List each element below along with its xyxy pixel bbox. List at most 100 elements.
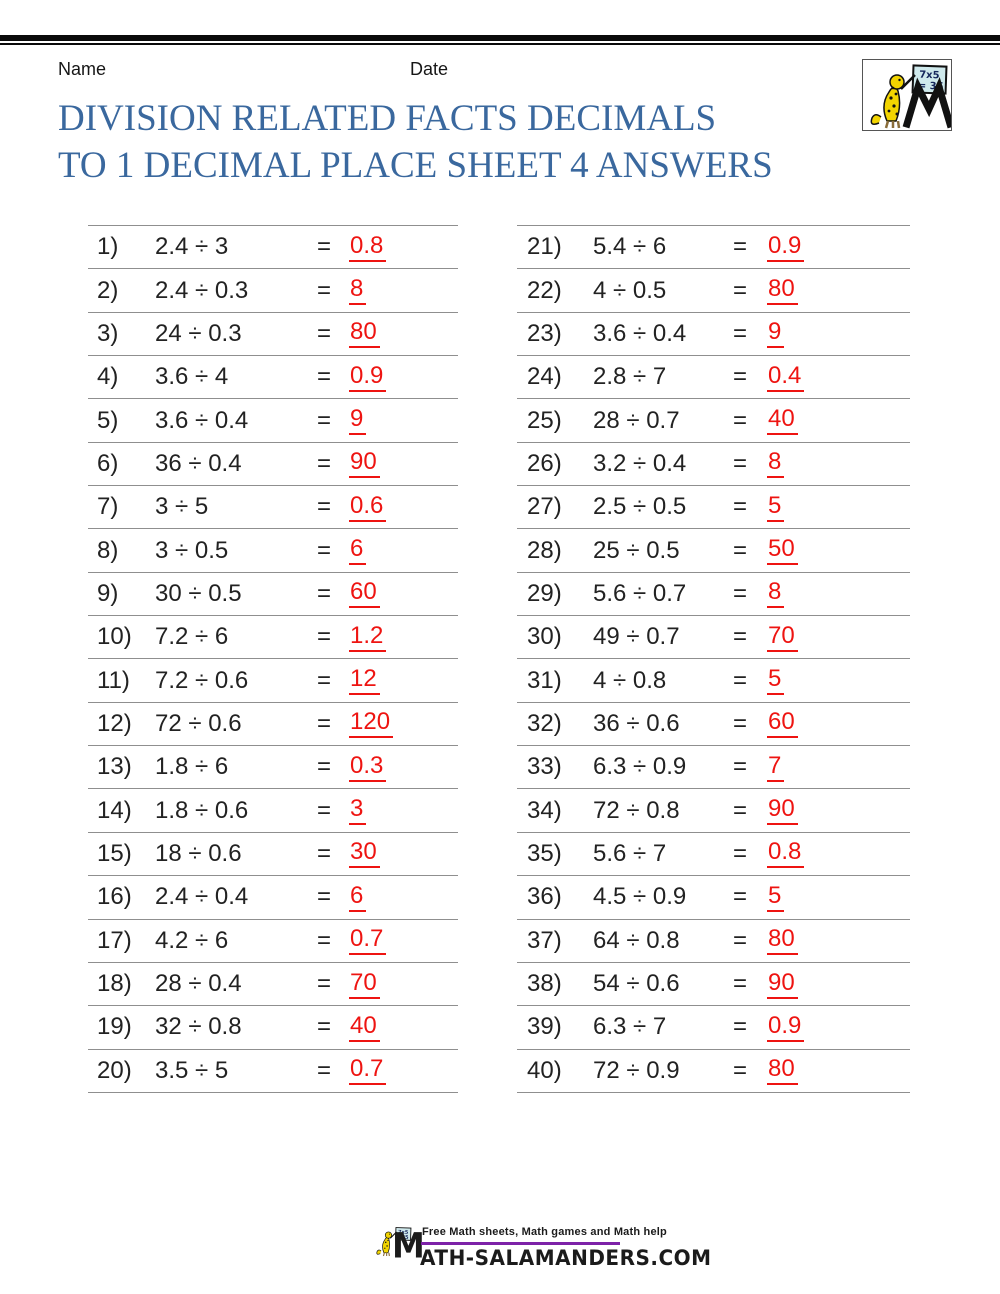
problem-expression: 5.4 ÷ 6 [593, 233, 667, 261]
problem-expression: 72 ÷ 0.8 [593, 796, 680, 824]
problem-number: 14) [97, 796, 132, 824]
problem-row: 1) 2.4 ÷ 3 = 0.8 [88, 225, 458, 268]
problem-expression: 1.8 ÷ 6 [155, 753, 229, 781]
problem-answer: 120 [349, 709, 394, 739]
equals-sign: = [317, 970, 332, 998]
page-title-line2: TO 1 DECIMAL PLACE SHEET 4 ANSWERS [58, 145, 773, 186]
problem-answer: 1.2 [349, 622, 387, 652]
svg-text:7x5: 7x5 [398, 1230, 409, 1236]
problem-number: 39) [527, 1013, 562, 1041]
problem-number: 1) [97, 233, 119, 261]
problem-expression: 3.2 ÷ 0.4 [593, 449, 687, 477]
equals-sign: = [317, 666, 332, 694]
problem-expression: 2.4 ÷ 0.3 [155, 276, 249, 304]
problem-answer: 0.9 [767, 1012, 805, 1042]
problem-row: 17) 4.2 ÷ 6 = 0.7 [88, 918, 458, 962]
problem-expression: 30 ÷ 0.5 [155, 579, 242, 607]
problem-row: 6) 36 ÷ 0.4 = 90 [88, 441, 458, 485]
equals-sign: = [733, 406, 748, 434]
problem-answer: 12 [349, 666, 380, 696]
problem-answer: 90 [767, 969, 798, 999]
problem-answer: 70 [767, 622, 798, 652]
problem-row: 31) 4 ÷ 0.8 = 5 [517, 658, 910, 701]
problem-answer: 5 [767, 492, 785, 522]
equals-sign: = [317, 276, 332, 304]
equals-sign: = [733, 276, 748, 304]
footer-salamander-icon: 7x5 =35 [373, 1218, 413, 1269]
problem-number: 19) [97, 1013, 132, 1041]
problem-row: 7) 3 ÷ 5 = 0.6 [88, 485, 458, 528]
problem-row: 21) 5.4 ÷ 6 = 0.9 [517, 225, 910, 268]
problem-answer: 60 [349, 579, 380, 609]
equals-sign: = [317, 709, 332, 737]
equals-sign: = [317, 1056, 332, 1084]
problem-number: 13) [97, 753, 132, 781]
problem-number: 28) [527, 536, 562, 564]
problem-answer: 9 [767, 319, 785, 349]
problem-row: 34) 72 ÷ 0.8 = 90 [517, 788, 910, 831]
problem-expression: 54 ÷ 0.6 [593, 970, 680, 998]
problem-expression: 36 ÷ 0.4 [155, 449, 242, 477]
problem-number: 27) [527, 493, 562, 521]
problem-row: 39) 6.3 ÷ 7 = 0.9 [517, 1005, 910, 1048]
problem-answer: 0.8 [767, 839, 805, 869]
problem-row: 9) 30 ÷ 0.5 = 60 [88, 571, 458, 615]
problem-expression: 3.6 ÷ 4 [155, 363, 229, 391]
problem-expression: 4.2 ÷ 6 [155, 926, 229, 954]
problem-number: 15) [97, 839, 132, 867]
problem-row: 18) 28 ÷ 0.4 = 70 [88, 961, 458, 1005]
problem-answer: 40 [349, 1012, 380, 1042]
svg-text:7x5: 7x5 [919, 70, 940, 82]
problem-expression: 18 ÷ 0.6 [155, 839, 242, 867]
equals-sign: = [317, 579, 332, 607]
problem-expression: 4.5 ÷ 0.9 [593, 883, 687, 911]
problem-row: 14) 1.8 ÷ 0.6 = 3 [88, 788, 458, 831]
problem-answer: 8 [349, 276, 367, 306]
problem-row: 2) 2.4 ÷ 0.3 = 8 [88, 268, 458, 311]
equals-sign: = [733, 449, 748, 477]
problem-row: 25) 28 ÷ 0.7 = 40 [517, 398, 910, 441]
equals-sign: = [317, 406, 332, 434]
equals-sign: = [733, 623, 748, 651]
problem-number: 10) [97, 623, 132, 651]
equals-sign: = [317, 319, 332, 347]
problem-row: 38) 54 ÷ 0.6 = 90 [517, 961, 910, 1005]
problem-expression: 6.3 ÷ 0.9 [593, 753, 687, 781]
problem-answer: 5 [767, 666, 785, 696]
page-title: DIVISION RELATED FACTS DECIMALS TO 1 DEC… [58, 95, 878, 189]
problem-expression: 64 ÷ 0.8 [593, 926, 680, 954]
problem-answer: 70 [349, 969, 380, 999]
top-rule-thick [0, 35, 1000, 41]
problem-row: 19) 32 ÷ 0.8 = 40 [88, 1005, 458, 1048]
footer-site-text: ATH-SALAMANDERS.COM [420, 1245, 712, 1271]
problem-answer: 50 [767, 536, 798, 566]
problem-number: 29) [527, 579, 562, 607]
problem-number: 4) [97, 363, 119, 391]
problem-number: 40) [527, 1056, 562, 1084]
problem-expression: 1.8 ÷ 0.6 [155, 796, 249, 824]
problem-number: 17) [97, 926, 132, 954]
equals-sign: = [317, 449, 332, 477]
salamander-logo: 7x5 = 35 [862, 59, 955, 131]
problem-number: 26) [527, 449, 562, 477]
problem-number: 12) [97, 709, 132, 737]
problem-answer: 0.8 [349, 232, 387, 262]
equals-sign: = [733, 493, 748, 521]
problems-column-right: 21) 5.4 ÷ 6 = 0.9 22) 4 ÷ 0.5 = 80 23) 3.6 ÷ 0.4 =… [517, 225, 910, 1093]
problem-expression: 72 ÷ 0.6 [155, 709, 242, 737]
problem-row: 20) 3.5 ÷ 5 = 0.7 [88, 1048, 458, 1092]
problem-row: 15) 18 ÷ 0.6 = 30 [88, 831, 458, 875]
equals-sign: = [317, 753, 332, 781]
problem-expression: 3.6 ÷ 0.4 [593, 319, 687, 347]
problem-row: 27) 2.5 ÷ 0.5 = 5 [517, 485, 910, 528]
problem-row: 12) 72 ÷ 0.6 = 120 [88, 701, 458, 745]
equals-sign: = [317, 233, 332, 261]
problem-answer: 40 [767, 406, 798, 436]
problem-row: 8) 3 ÷ 0.5 = 6 [88, 528, 458, 571]
problem-row: 28) 25 ÷ 0.5 = 50 [517, 528, 910, 571]
problem-row: 35) 5.6 ÷ 7 = 0.8 [517, 831, 910, 875]
equals-sign: = [733, 579, 748, 607]
name-label: Name [58, 59, 107, 79]
problem-answer: 60 [767, 709, 798, 739]
